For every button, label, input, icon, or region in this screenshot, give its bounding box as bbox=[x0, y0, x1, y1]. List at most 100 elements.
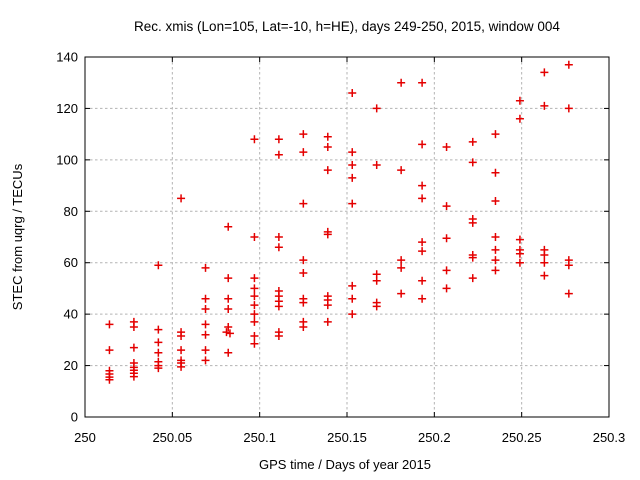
data-point bbox=[250, 274, 259, 283]
data-point bbox=[397, 78, 406, 87]
data-point bbox=[323, 317, 332, 326]
data-point bbox=[442, 202, 451, 211]
y-tick-label: 0 bbox=[71, 410, 78, 425]
data-point bbox=[491, 233, 500, 241]
data-point bbox=[154, 261, 163, 270]
data-point bbox=[105, 320, 114, 329]
data-point bbox=[129, 372, 138, 381]
data-point bbox=[222, 328, 231, 337]
data-point bbox=[299, 323, 308, 331]
data-point bbox=[250, 301, 259, 310]
x-tick-label: 250.25 bbox=[502, 430, 542, 445]
data-point bbox=[250, 339, 259, 348]
data-point bbox=[418, 276, 427, 285]
y-tick-label: 100 bbox=[56, 152, 78, 167]
x-tick-label: 250.3 bbox=[593, 430, 626, 445]
data-point bbox=[468, 158, 477, 167]
data-point bbox=[154, 338, 163, 347]
data-point bbox=[299, 130, 308, 139]
data-point bbox=[323, 301, 332, 310]
data-point bbox=[442, 284, 451, 293]
data-point bbox=[201, 305, 210, 313]
data-point bbox=[177, 362, 186, 371]
data-point bbox=[418, 247, 427, 256]
data-point bbox=[323, 143, 332, 151]
y-tick-label: 80 bbox=[64, 204, 78, 219]
data-point bbox=[105, 375, 114, 384]
data-point bbox=[250, 317, 259, 326]
data-point bbox=[348, 294, 357, 303]
data-point bbox=[564, 289, 573, 298]
data-point bbox=[348, 89, 357, 97]
data-point bbox=[201, 263, 210, 272]
x-tick-label: 250 bbox=[74, 430, 96, 445]
data-point bbox=[348, 281, 357, 290]
data-point bbox=[418, 194, 427, 203]
data-point bbox=[225, 329, 234, 338]
data-point bbox=[397, 256, 406, 265]
data-point bbox=[540, 101, 549, 110]
data-point bbox=[348, 310, 357, 319]
grid-layer bbox=[85, 57, 609, 417]
data-point bbox=[299, 199, 308, 208]
data-point bbox=[274, 135, 283, 144]
data-point bbox=[564, 261, 573, 270]
axis-ticks bbox=[84, 56, 610, 418]
data-point bbox=[397, 289, 406, 298]
data-point bbox=[201, 294, 210, 303]
data-point bbox=[515, 96, 524, 105]
data-point bbox=[372, 161, 381, 169]
data-point bbox=[224, 222, 233, 231]
data-point bbox=[224, 305, 233, 313]
data-point bbox=[250, 135, 259, 144]
data-point bbox=[442, 143, 451, 151]
x-tick-label: 250.05 bbox=[152, 430, 192, 445]
data-point bbox=[250, 284, 259, 293]
data-point bbox=[491, 256, 500, 265]
data-point bbox=[250, 233, 259, 241]
data-point bbox=[224, 294, 233, 303]
data-point bbox=[129, 343, 138, 352]
data-point bbox=[201, 346, 210, 355]
data-point bbox=[418, 294, 427, 303]
data-point bbox=[177, 332, 186, 340]
data-point bbox=[564, 104, 573, 113]
data-point bbox=[515, 114, 524, 123]
y-axis-label: STEC from uqrg / TECUs bbox=[10, 163, 25, 310]
y-tick-labels: 0 20 40 60 80 100 120 140 bbox=[56, 50, 78, 425]
data-point bbox=[491, 197, 500, 205]
data-point bbox=[491, 168, 500, 177]
data-point bbox=[372, 302, 381, 311]
data-point bbox=[299, 269, 308, 277]
data-point bbox=[323, 132, 332, 141]
data-point bbox=[250, 332, 259, 340]
data-point bbox=[274, 243, 283, 252]
data-point bbox=[274, 302, 283, 311]
data-point bbox=[418, 140, 427, 149]
data-point bbox=[348, 173, 357, 182]
y-tick-label: 120 bbox=[56, 101, 78, 116]
data-point bbox=[418, 238, 427, 247]
data-point bbox=[515, 258, 524, 267]
data-point bbox=[224, 348, 233, 357]
data-point bbox=[224, 274, 233, 283]
data-point bbox=[442, 266, 451, 275]
data-point bbox=[250, 292, 259, 301]
data-point bbox=[201, 356, 210, 365]
data-point bbox=[468, 274, 477, 283]
data-point bbox=[299, 256, 308, 265]
data-point bbox=[418, 78, 427, 87]
data-point bbox=[515, 235, 524, 244]
data-point bbox=[468, 218, 477, 227]
data-point bbox=[323, 166, 332, 175]
data-point bbox=[177, 346, 186, 355]
data-point bbox=[250, 310, 259, 319]
data-point bbox=[201, 330, 210, 339]
x-tick-label: 250.15 bbox=[327, 430, 367, 445]
data-point bbox=[491, 266, 500, 275]
data-point bbox=[154, 325, 163, 334]
data-point bbox=[442, 234, 451, 243]
data-point bbox=[323, 230, 332, 239]
data-point bbox=[348, 148, 357, 157]
